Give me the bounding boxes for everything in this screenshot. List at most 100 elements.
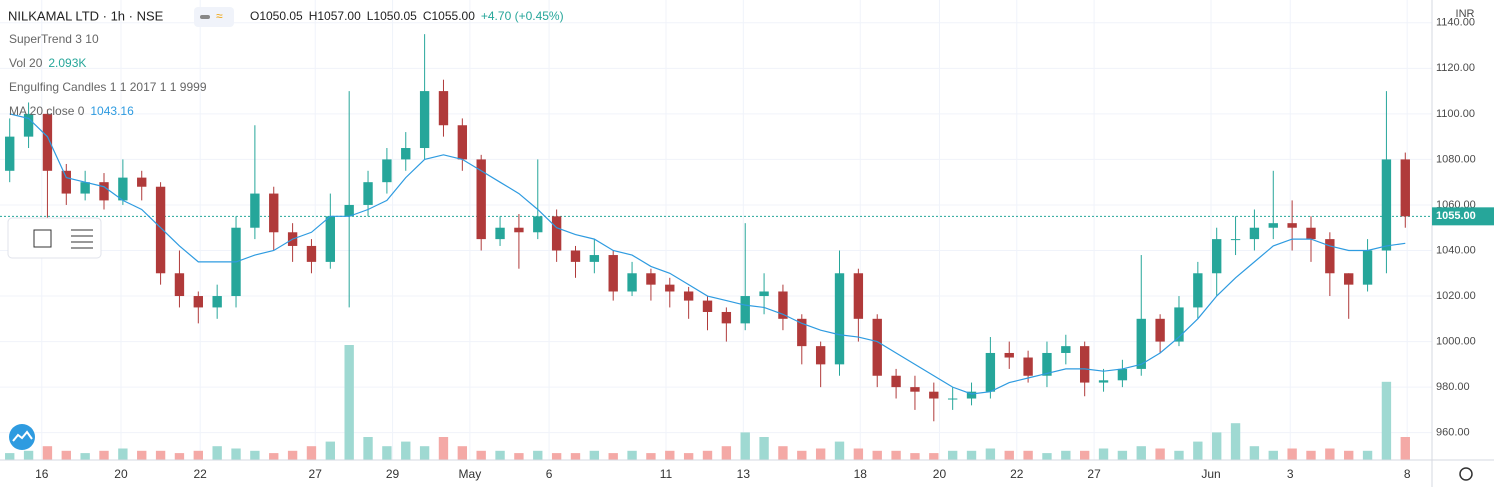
indicator-name: MA 20 close 0 — [9, 104, 85, 118]
y-tick-label: 1140.00 — [1436, 17, 1475, 29]
volume-bar — [1344, 450, 1354, 460]
candle-body — [759, 291, 769, 297]
volume-bar — [5, 453, 15, 460]
volume-bar — [834, 441, 845, 460]
volume-bar — [1155, 448, 1165, 460]
ohlc-label: O1050.05 — [250, 9, 303, 23]
candle-body — [514, 227, 524, 233]
candle-body — [834, 273, 845, 365]
candle-body — [193, 296, 203, 308]
candle-body — [419, 91, 430, 149]
y-tick-label: 1080.00 — [1436, 153, 1476, 165]
candle-body — [1344, 273, 1354, 285]
ohlc-label: C1055.00 — [423, 9, 475, 23]
candle-body — [438, 91, 449, 126]
candle-body — [382, 159, 392, 183]
ohlc-label: +4.70 (+0.45%) — [481, 9, 564, 23]
candle-body — [1136, 318, 1146, 369]
list-tool[interactable] — [71, 229, 93, 249]
volume-bar — [325, 441, 336, 460]
volume-bar — [1362, 450, 1373, 460]
settings[interactable] — [1459, 467, 1473, 481]
volume-bar — [1193, 441, 1203, 460]
toggle-pill[interactable] — [194, 7, 234, 27]
volume-bar — [193, 450, 203, 460]
volume-bar — [1400, 437, 1410, 460]
candle-body — [363, 182, 373, 205]
candle-body — [1117, 368, 1128, 381]
volume-bar — [1136, 446, 1146, 460]
candle-body — [1042, 352, 1052, 376]
candle-body — [929, 391, 939, 399]
x-tick-label: 29 — [386, 467, 400, 481]
x-tick-label: 13 — [737, 467, 751, 481]
x-tick-label: 27 — [1087, 467, 1101, 481]
volume-bar — [966, 450, 977, 460]
candle-body — [1061, 346, 1071, 353]
candle-body — [250, 193, 260, 228]
last-price-box — [1432, 207, 1494, 226]
volume-bar — [1212, 432, 1222, 460]
candle-body — [1249, 227, 1260, 240]
rect-tool[interactable] — [33, 229, 52, 248]
volume-bar — [797, 450, 807, 460]
candle-body — [910, 387, 920, 392]
candle-body — [797, 318, 807, 347]
volume-bar — [174, 453, 185, 460]
candle-body — [1230, 239, 1241, 241]
candle-body — [23, 113, 34, 137]
indicator-name: Vol 20 — [9, 56, 43, 70]
volume-bar — [627, 450, 637, 460]
volume-bar — [947, 450, 958, 460]
volume-bar — [269, 453, 279, 460]
indicator-value: 1043.16 — [90, 104, 134, 118]
volume-bar — [1325, 448, 1335, 460]
volume-bar — [665, 450, 675, 460]
volume-bar — [759, 437, 769, 460]
x-tick-label: 27 — [309, 467, 323, 481]
candle-body — [872, 318, 882, 376]
candle-body — [627, 273, 637, 292]
y-tick-label: 1000.00 — [1436, 335, 1476, 347]
volume-bar — [608, 453, 618, 460]
indicator-name: SuperTrend 3 10 — [9, 32, 99, 46]
volume-bar — [80, 453, 90, 460]
candle-body — [42, 113, 53, 171]
y-tick-label: 1040.00 — [1436, 244, 1476, 256]
candle-body — [815, 346, 826, 365]
candle-body — [985, 352, 996, 392]
volume-bar — [476, 450, 486, 460]
volume-bar — [1079, 450, 1090, 460]
volume-bar — [344, 345, 354, 460]
candle-body — [589, 255, 600, 262]
volume-bar — [155, 450, 166, 460]
candle-body — [551, 216, 562, 251]
volume-bar — [231, 448, 241, 460]
candle-body — [306, 245, 317, 262]
x-tick-label: 6 — [546, 467, 553, 481]
currency: INR — [1456, 8, 1475, 20]
candle-body — [1155, 318, 1165, 342]
candle-body — [325, 216, 336, 262]
x-tick-label: 8 — [1404, 467, 1411, 481]
volume-bar — [929, 453, 939, 460]
last-price-label: 1055.00 — [1436, 210, 1476, 222]
icon: ≈ — [216, 9, 223, 23]
candle-body — [155, 186, 166, 274]
volume-bar — [683, 453, 694, 460]
x-tick-label: 11 — [660, 467, 673, 481]
y-tick-label: 1120.00 — [1436, 62, 1475, 74]
icon — [200, 15, 210, 19]
x-tick-label: 20 — [114, 467, 128, 481]
volume-bar — [495, 450, 505, 460]
candle-body — [80, 182, 90, 194]
volume-bar — [1249, 446, 1260, 460]
x-tick-label: 22 — [194, 467, 208, 481]
candle-body — [853, 273, 864, 319]
candle-body — [344, 204, 354, 217]
candle-body — [174, 273, 185, 297]
volume-bar — [891, 450, 901, 460]
volume-bar — [589, 450, 600, 460]
x-tick-label: 3 — [1287, 467, 1294, 481]
